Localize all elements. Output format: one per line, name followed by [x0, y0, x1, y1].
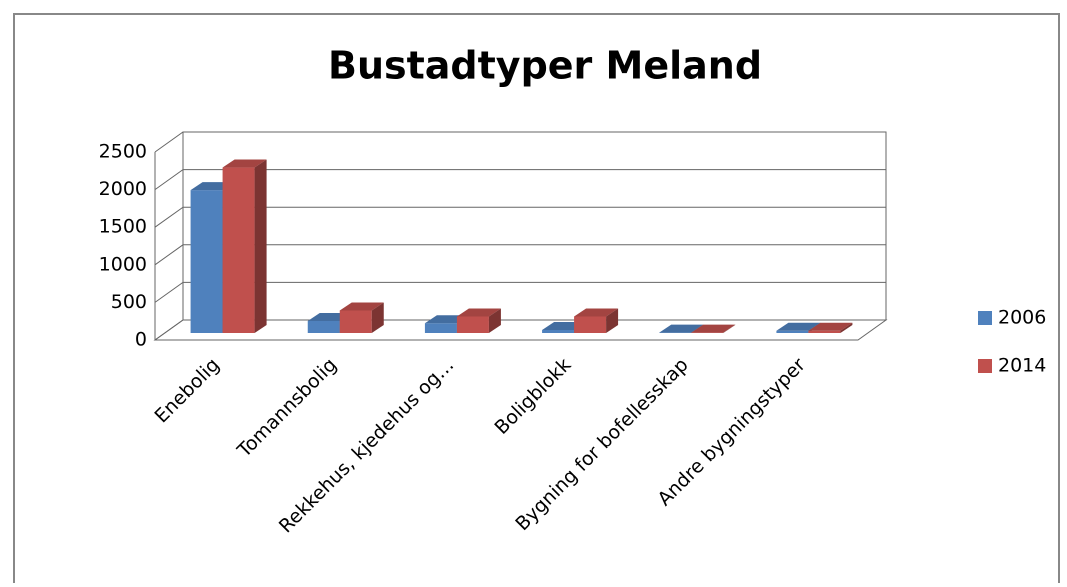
legend-swatch — [978, 311, 992, 325]
bar — [542, 330, 574, 333]
legend-label: 2006 — [998, 307, 1046, 329]
y-tick-label: 0 — [135, 329, 147, 351]
legend-swatch — [978, 359, 992, 373]
bar — [574, 316, 606, 333]
y-tick-label: 1000 — [99, 253, 147, 275]
y-tick-label: 2500 — [99, 141, 147, 163]
chart-title: Bustadtyper Meland — [328, 44, 762, 88]
bar — [308, 321, 340, 333]
bar — [191, 190, 223, 333]
bar-side — [255, 160, 267, 333]
bar — [776, 331, 808, 333]
bar — [340, 310, 372, 333]
bar — [457, 316, 489, 333]
bar — [808, 331, 840, 333]
y-tick-label: 500 — [111, 291, 147, 313]
bar — [425, 323, 457, 333]
y-tick-label: 2000 — [99, 178, 147, 200]
legend-label: 2014 — [998, 355, 1046, 377]
y-tick-label: 1500 — [99, 216, 147, 238]
bar — [223, 168, 255, 333]
